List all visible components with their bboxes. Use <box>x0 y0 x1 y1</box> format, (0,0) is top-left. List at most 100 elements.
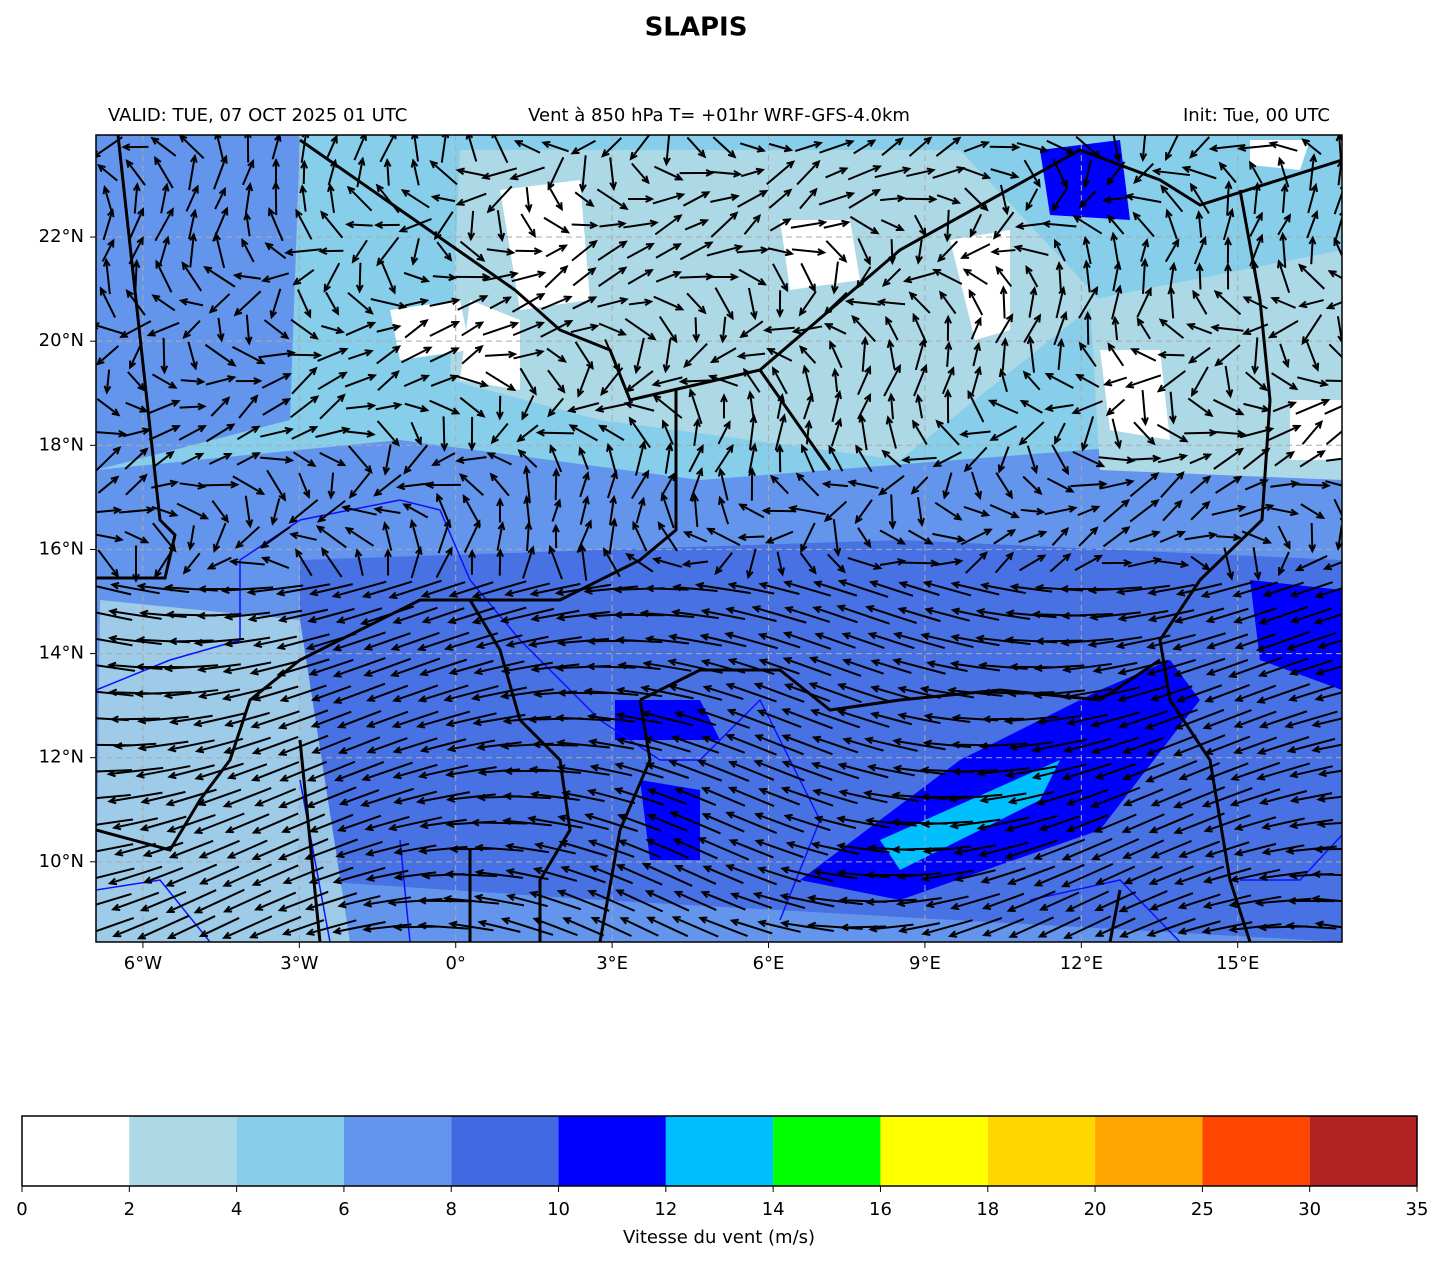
wind-arrow <box>332 866 386 885</box>
wind-arrow <box>1072 450 1106 468</box>
wind-arrow <box>1244 479 1269 491</box>
wind-arrow <box>336 814 382 833</box>
wind-arrow <box>1256 683 1311 704</box>
wind-arrow <box>806 894 864 906</box>
wind-arrow <box>788 505 826 516</box>
wind-arrow <box>683 191 711 207</box>
wind-arrow <box>1087 586 1143 595</box>
wind-arrow <box>1111 418 1122 450</box>
wind-arrow <box>1078 526 1099 547</box>
wind-arrow <box>837 579 889 598</box>
wind-arrow <box>387 898 443 907</box>
wind-arrow <box>1204 684 1250 703</box>
wind-arrow <box>935 419 960 446</box>
wind-arrow <box>1018 530 1048 543</box>
wind-arrow <box>1044 404 1074 412</box>
wind-arrow <box>782 631 832 650</box>
wind-arrow <box>400 189 430 209</box>
wind-arrow <box>891 845 947 854</box>
wind-arrow <box>433 211 454 241</box>
wind-arrow <box>1102 526 1131 548</box>
wind-arrow <box>700 890 746 911</box>
wind-arrow <box>1008 916 1054 938</box>
wind-arrow <box>643 736 691 753</box>
wind-arrow <box>154 548 174 579</box>
wind-arrow <box>1175 582 1223 597</box>
x-tick-label: 12°E <box>1060 953 1103 974</box>
wind-arrow <box>1121 813 1165 833</box>
wind-arrow <box>193 637 245 647</box>
wind-arrow <box>295 548 313 577</box>
wind-arrow <box>181 452 205 465</box>
wind-arrow <box>1009 583 1053 593</box>
wind-arrow <box>1316 820 1342 828</box>
wind-arrow <box>1311 717 1342 728</box>
wind-arrow <box>392 606 438 625</box>
wind-arrow <box>327 472 336 500</box>
wind-arrow <box>857 392 872 420</box>
wind-arrow <box>1111 315 1120 341</box>
wind-arrow <box>228 558 265 566</box>
wind-arrow <box>96 446 122 472</box>
wind-arrow <box>305 919 357 936</box>
wind-arrow <box>1218 161 1237 184</box>
wind-arrow <box>238 394 259 419</box>
wind-arrow <box>818 191 856 206</box>
wind-arrow <box>482 321 520 336</box>
wind-arrow <box>1055 261 1064 291</box>
wind-arrow <box>1129 472 1160 498</box>
wind-arrow <box>1156 423 1189 443</box>
wind-arrow <box>410 545 423 579</box>
wind-arrow <box>1124 193 1162 204</box>
wind-arrow <box>224 711 270 728</box>
wind-arrow <box>524 520 533 552</box>
wind-arrow <box>960 243 991 259</box>
wind-arrow <box>1268 424 1302 441</box>
wind-arrow <box>1093 813 1137 833</box>
wind-arrow <box>757 919 801 933</box>
wind-arrow <box>436 241 453 262</box>
wind-arrow <box>646 813 688 832</box>
wind-arrow <box>132 182 141 214</box>
wind-arrow <box>308 583 353 597</box>
wind-arrow <box>375 401 403 411</box>
wind-arrow <box>975 608 1031 621</box>
wind-arrow <box>522 545 535 579</box>
wind-arrow <box>334 761 385 782</box>
wind-arrow <box>388 579 442 600</box>
wind-arrow <box>950 607 1000 621</box>
wind-arrow <box>279 760 328 782</box>
wind-arrow <box>1173 786 1226 809</box>
wind-arrow <box>1053 310 1068 346</box>
wind-arrow <box>473 660 525 676</box>
wind-arrow <box>128 207 145 242</box>
wind-arrow <box>446 739 496 753</box>
wind-arrow <box>671 735 720 754</box>
wind-arrow <box>432 273 458 282</box>
wind-arrow <box>110 581 160 595</box>
wind-arrow <box>290 318 319 340</box>
wind-arrow <box>167 764 215 780</box>
wind-arrow <box>429 297 461 307</box>
wind-arrow <box>304 838 358 861</box>
wind-arrow <box>522 464 531 503</box>
wind-arrow <box>1173 708 1225 730</box>
wind-arrow <box>1210 324 1244 332</box>
wind-arrow <box>148 425 181 441</box>
wind-arrow <box>971 471 982 501</box>
wind-arrow <box>924 607 970 622</box>
wind-arrow <box>641 862 693 887</box>
wind-arrow <box>532 866 578 882</box>
wind-arrow <box>856 266 872 290</box>
wind-arrow <box>975 634 1031 646</box>
wind-arrow <box>264 242 287 260</box>
wind-arrow <box>887 392 896 420</box>
wind-arrow <box>796 159 821 186</box>
wind-arrow <box>222 889 272 913</box>
wind-arrow <box>1250 259 1259 293</box>
colorbar-tick-label: 30 <box>1298 1199 1321 1220</box>
wind-arrow <box>1066 713 1108 726</box>
wind-arrow <box>242 158 255 186</box>
colorbar-tick-label: 10 <box>547 1199 570 1220</box>
wind-arrow <box>284 248 322 257</box>
